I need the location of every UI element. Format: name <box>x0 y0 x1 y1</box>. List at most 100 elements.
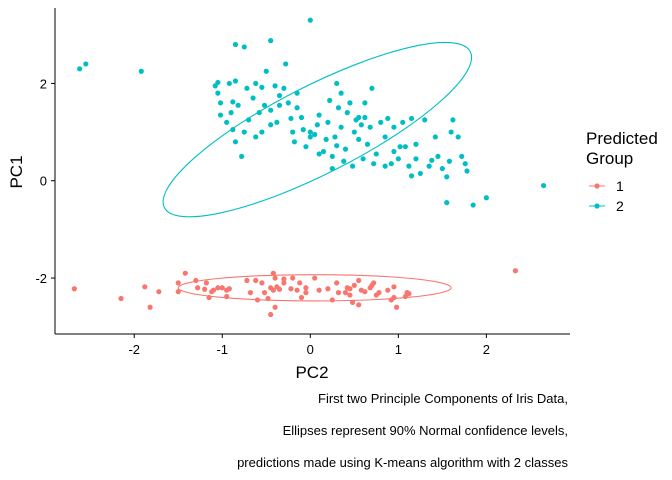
data-point-group-2 <box>417 170 423 177</box>
data-point-group-1 <box>203 280 210 286</box>
data-point-group-1 <box>312 275 318 281</box>
data-point-group-2 <box>77 66 83 72</box>
data-point-group-2 <box>307 17 313 23</box>
data-point-group-1 <box>335 290 342 296</box>
data-point-group-2 <box>349 163 356 169</box>
data-point-group-2 <box>261 102 268 108</box>
data-point-group-1 <box>226 286 232 292</box>
data-point-group-2 <box>367 124 373 130</box>
x-tick-label: 2 <box>483 342 490 357</box>
y-axis-title: PC1 <box>7 155 26 188</box>
data-point-group-2 <box>388 161 394 167</box>
data-point-group-2 <box>373 151 379 157</box>
legend-key-point-1 <box>594 183 600 189</box>
data-point-group-1 <box>224 293 230 300</box>
data-point-group-1 <box>347 286 353 292</box>
data-point-group-1 <box>175 280 181 286</box>
legend-title-line-1: Predicted <box>586 129 658 148</box>
data-point-group-2 <box>448 129 454 135</box>
data-point-group-2 <box>83 61 89 67</box>
y-axis-ticks: -2 0 2 <box>35 76 55 286</box>
data-point-group-1 <box>376 290 382 296</box>
caption-line-2: Ellipses represent 90% Normal confidence… <box>283 423 568 438</box>
data-point-group-2 <box>450 117 456 123</box>
data-point-group-2 <box>307 129 313 135</box>
x-axis-title: PC2 <box>295 363 328 382</box>
data-point-group-1 <box>270 287 276 293</box>
data-point-group-1 <box>118 295 124 302</box>
data-point-group-2 <box>406 163 412 169</box>
data-point-group-2 <box>371 161 377 167</box>
data-point-group-2 <box>307 134 313 140</box>
x-tick-label: -2 <box>128 342 140 357</box>
confidence-ellipse-group-2 <box>162 41 473 218</box>
data-point-group-2 <box>316 112 322 118</box>
y-tick-label: 0 <box>40 174 47 189</box>
data-point-group-1 <box>391 284 397 290</box>
x-axis-ticks: -2 -1 0 1 2 <box>128 334 490 357</box>
data-point-group-1 <box>147 304 153 310</box>
data-point-group-2 <box>259 84 265 90</box>
data-point-group-2 <box>298 114 305 121</box>
legend-item-group-2: 2 <box>589 198 624 214</box>
x-tick-label: 1 <box>395 342 402 357</box>
data-point-group-2 <box>334 80 340 87</box>
data-point-group-2 <box>344 110 350 116</box>
data-point-group-1 <box>347 292 353 298</box>
data-point-group-1 <box>193 277 199 284</box>
data-point-group-2 <box>382 163 388 169</box>
data-point-group-2 <box>334 143 340 149</box>
data-point-group-2 <box>327 97 333 104</box>
data-point-group-1 <box>202 286 208 292</box>
data-points <box>71 17 547 318</box>
data-point-group-2 <box>253 80 259 87</box>
caption-line-1: First two Principle Components of Iris D… <box>318 391 568 406</box>
data-point-group-1 <box>391 294 397 301</box>
data-point-group-2 <box>224 119 230 125</box>
data-point-group-2 <box>239 153 245 160</box>
data-point-group-2 <box>303 144 309 150</box>
data-point-group-2 <box>413 156 419 162</box>
data-point-group-2 <box>215 90 221 96</box>
x-tick-label: 0 <box>307 342 314 357</box>
data-point-group-1 <box>215 285 221 291</box>
data-point-group-2 <box>360 156 366 162</box>
data-point-group-2 <box>256 110 262 116</box>
data-point-group-2 <box>263 68 269 74</box>
caption: First two Principle Components of Iris D… <box>237 391 568 470</box>
data-point-group-2 <box>332 134 338 140</box>
data-point-group-2 <box>395 156 401 162</box>
data-point-group-1 <box>268 311 274 318</box>
data-point-group-1 <box>342 290 349 296</box>
data-point-group-1 <box>265 295 271 302</box>
data-point-group-2 <box>241 44 247 50</box>
data-point-group-2 <box>382 134 388 140</box>
data-point-group-2 <box>385 115 391 122</box>
data-point-group-2 <box>429 157 435 163</box>
data-point-group-2 <box>356 114 362 121</box>
data-point-group-2 <box>391 124 397 130</box>
data-point-group-1 <box>303 290 309 296</box>
y-tick-label: 2 <box>40 76 47 91</box>
legend-label-2: 2 <box>616 198 624 214</box>
data-point-group-1 <box>316 287 322 293</box>
data-point-group-1 <box>71 286 77 292</box>
data-point-group-2 <box>276 92 283 99</box>
data-point-group-1 <box>385 287 391 293</box>
data-point-group-2 <box>276 102 283 108</box>
data-point-group-1 <box>247 290 254 296</box>
data-point-group-2 <box>228 110 234 116</box>
data-point-group-1 <box>362 289 368 295</box>
data-point-group-2 <box>435 153 441 160</box>
data-point-group-1 <box>259 280 265 286</box>
data-point-group-2 <box>338 124 344 130</box>
data-point-group-1 <box>261 290 268 296</box>
data-point-group-2 <box>283 61 289 67</box>
data-point-group-2 <box>470 202 476 208</box>
data-point-group-2 <box>290 129 296 135</box>
data-point-group-1 <box>206 294 212 301</box>
data-point-group-2 <box>312 131 318 138</box>
data-point-group-1 <box>281 276 287 282</box>
data-point-group-2 <box>232 41 239 48</box>
data-point-group-2 <box>397 144 403 150</box>
